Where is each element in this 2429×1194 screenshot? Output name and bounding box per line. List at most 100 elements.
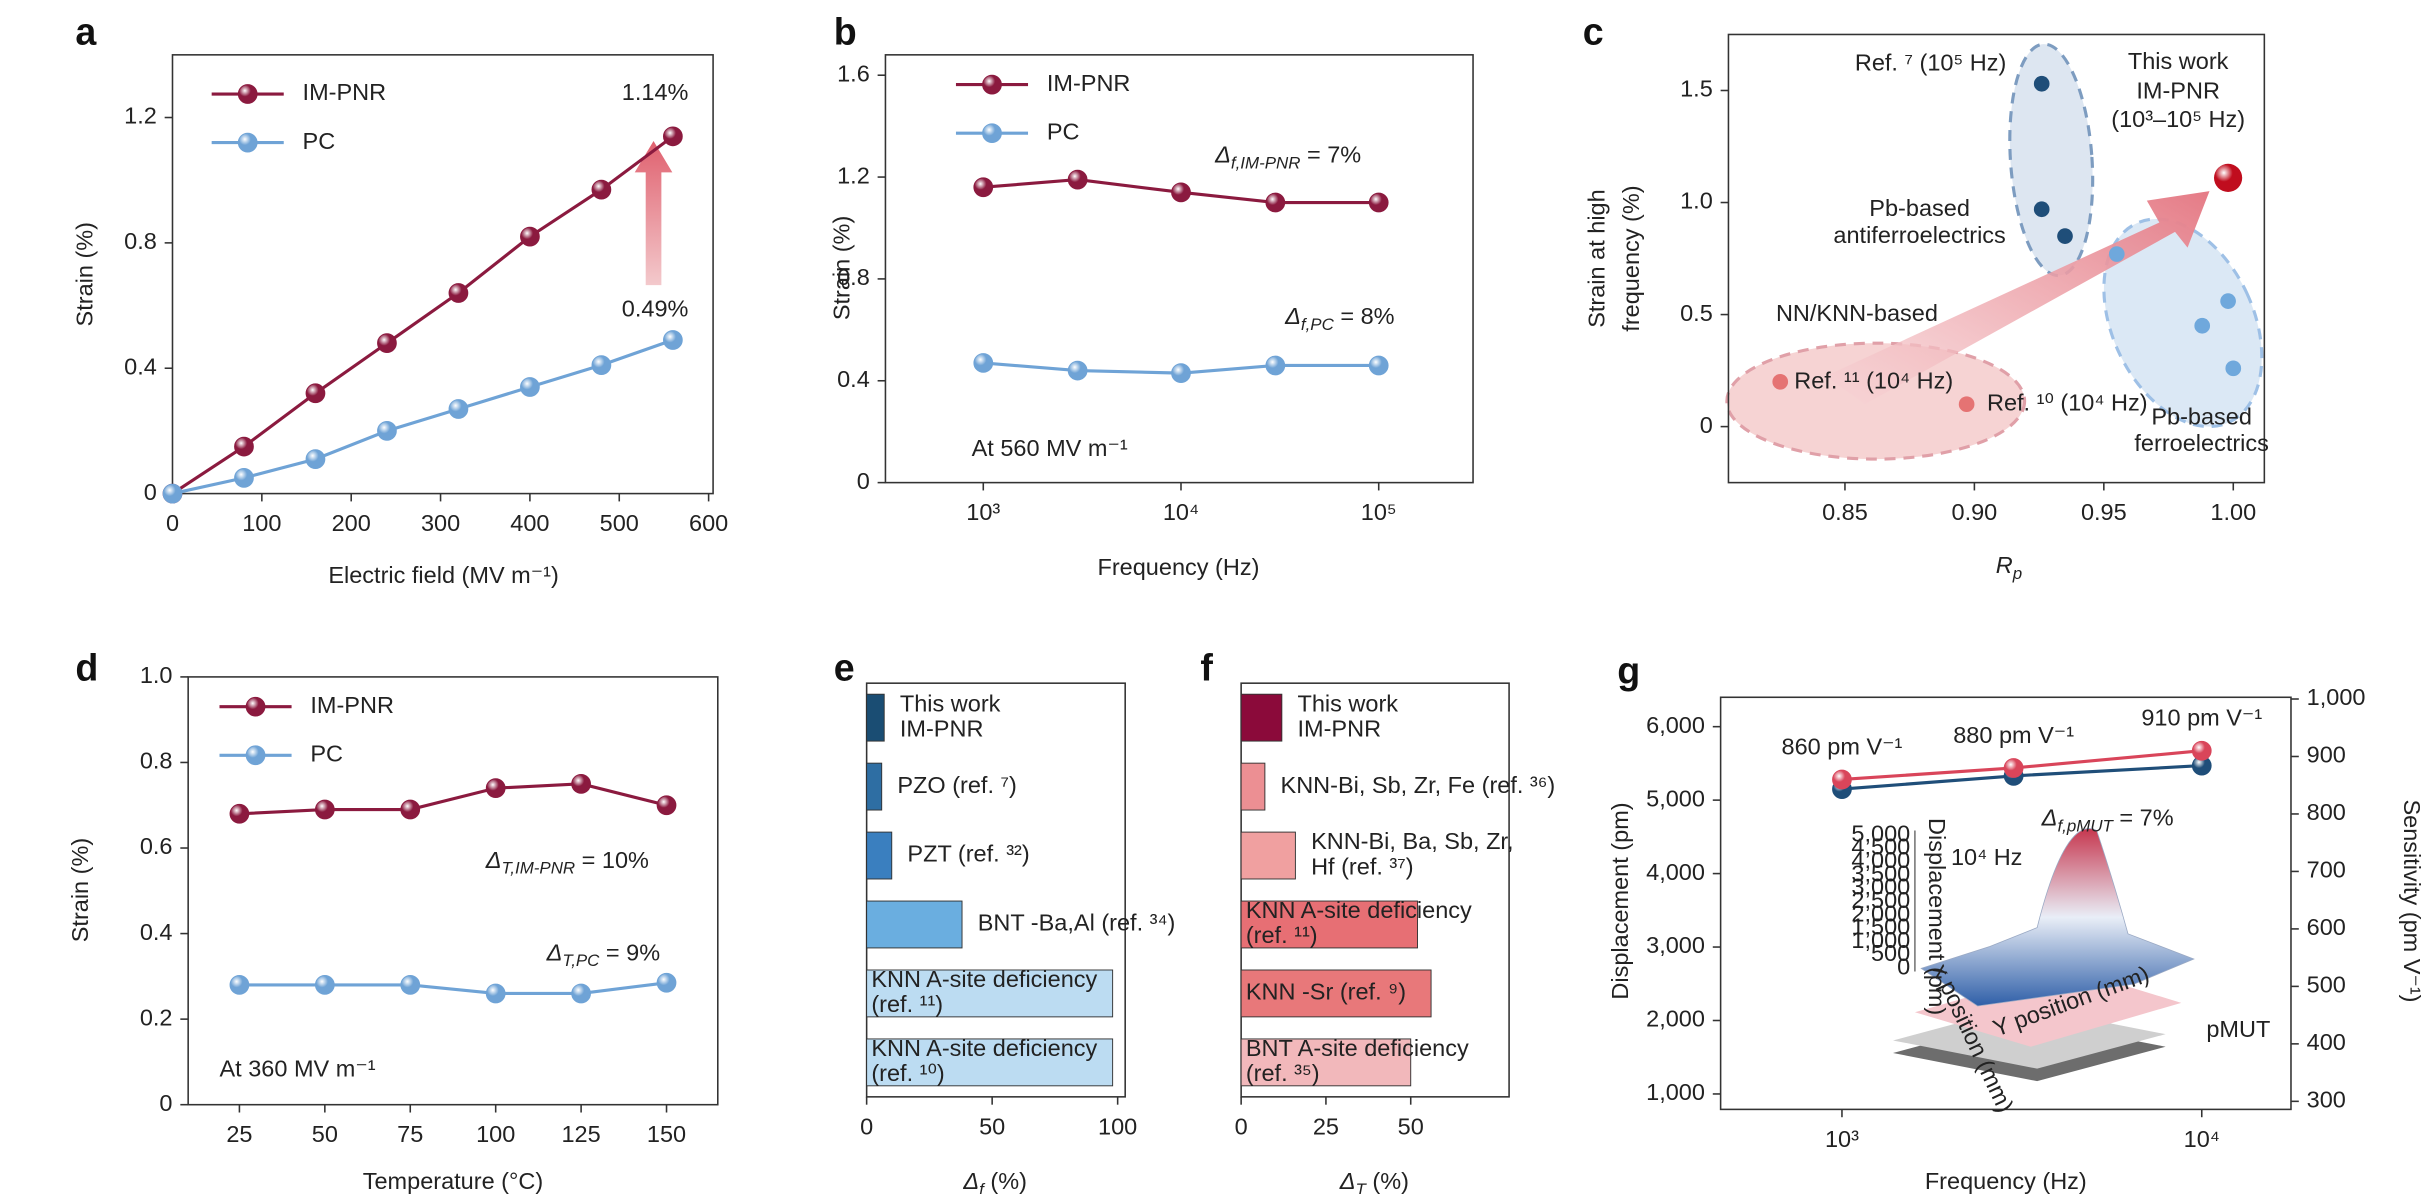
annotation-main: Δ [1284,303,1301,329]
bar [1240,969,1432,1018]
data-label: 880 pm V⁻¹ [1953,722,2074,748]
data-point [2003,758,2024,778]
inset-tick-label: 3,000 [1851,874,1910,900]
inset-tick-label: 4,000 [1851,847,1910,873]
y-tick-label: 0.6 [140,833,173,859]
x-tick-label: 400 [510,510,549,536]
x-tick-label: 50 [979,1113,1005,1139]
x-tick-label: 300 [421,510,460,536]
series-line [171,135,674,495]
data-label: 910 pm V⁻¹ [2141,705,2262,731]
data-point [485,983,506,1004]
inset-tick-label: 5,000 [1851,820,1910,846]
data-point [305,383,326,404]
x-tick-label: 25 [1313,1113,1339,1139]
bar [866,762,883,811]
x-tick-label: 100 [476,1121,515,1147]
x-axis-label-main: Δ [962,1168,979,1194]
panel: c 0.85 0.90 0.95 1.00 0 0.5 1.0 1.5 Rp Strain at h… [1583,10,2269,583]
x-tick-label: 0 [166,510,179,536]
category-label: KNN A-site deficiency [871,1035,1097,1061]
x-tick-label: 0.85 [1822,499,1868,525]
data-point [1067,360,1088,381]
y-tick-label: 1.2 [124,103,157,129]
category-label: PZT (ref. ³²) [907,841,1029,867]
data-point [229,803,250,824]
plot-frame [171,54,714,495]
category-label: (ref. ¹⁰) [871,1060,944,1086]
y-tick-label: 0.2 [140,1004,173,1030]
y-tick-label: 1.5 [1680,76,1713,102]
x-axis-label-rest: (%) [984,1168,1027,1194]
annotation: Ref. ¹¹ (10⁴ Hz) [1794,368,1953,394]
panel: b 10³ 10⁴ 10⁵ 0 0.4 0.8 1.2 1.6 Frequency (Hz) Str… [828,10,1474,580]
annotation: Δf,IM-PNR = 7% [1214,142,1361,173]
panel-letter: f [1200,647,1213,689]
legend-marker [237,132,258,153]
x-axis-label: Temperature (°C) [363,1168,543,1194]
inset-label: 10⁴ Hz [1951,844,2022,870]
inset-axis-label: Displacement (pm) [1924,818,1950,1015]
data-point [2220,293,2236,309]
series-line [239,782,667,816]
y-tick-label: 4,000 [1646,859,1705,885]
y2-tick-label: 700 [2307,857,2346,883]
category-label: (ref. ¹¹) [1246,922,1318,948]
category-label: (ref. ¹¹) [871,991,943,1017]
bar [866,900,963,949]
annotation: Ref. ¹⁰ (10⁴ Hz) [1987,389,2148,415]
inset-label: pMUT [2206,1016,2270,1042]
y-axis-label: Strain (%) [72,222,98,326]
annotation: 1.14% [622,79,689,105]
data-point [2213,163,2243,192]
annotation-rest: = 10% [575,847,649,873]
x-tick-label: 500 [600,510,639,536]
annotation: Δf,PC = 8% [1284,303,1395,334]
x-axis-label: Electric field (MV m⁻¹) [328,562,558,588]
data-point [234,468,254,488]
x-tick-label: 75 [397,1121,423,1147]
category-label: KNN-Bi, Sb, Zr, Fe (ref. ³⁶) [1281,772,1556,798]
bar [1240,1038,1412,1087]
inset-tick-label: 0 [1897,954,1910,980]
data-point [1171,182,1191,203]
legend-label: IM-PNR [303,79,387,105]
plot-frame [884,54,1474,484]
y2-tick-label: 600 [2307,914,2346,940]
legend-marker [982,74,1002,95]
series-line [172,338,674,496]
y-tick-label: 1.6 [837,60,870,86]
group-region [1725,341,2027,461]
y-tick-label: 0.8 [140,748,173,774]
data-point [2108,246,2125,262]
legend-label: PC [303,128,336,154]
annotation: This work [2128,48,2229,74]
y-tick-label: 5,000 [1646,785,1705,811]
y-axis-label: Displacement (pm) [1607,802,1633,999]
data-point [973,177,994,198]
data-point [2225,360,2242,377]
annotation: ΔT,PC = 9% [546,939,661,970]
category-label: (ref. ³⁵) [1246,1060,1320,1086]
x-tick-label: 25 [226,1121,252,1147]
bar [1240,831,1296,880]
panel-letter: d [75,647,98,689]
bar [866,693,885,742]
annotation: At 560 MV m⁻¹ [972,435,1128,461]
x-tick-label: 0.95 [2081,499,2127,525]
category-label: KNN-Bi, Ba, Sb, Zr, [1311,828,1513,854]
data-point [162,483,183,504]
inset-tick-label: 1,500 [1851,914,1910,940]
annotation: 0.49% [622,295,689,321]
y-tick-label: 0.8 [837,264,870,290]
group-label: Pb-based [1869,195,1970,221]
data-point [485,778,506,799]
category-label: KNN -Sr (ref. ⁹) [1246,979,1406,1005]
data-label: 860 pm V⁻¹ [1782,733,1903,759]
y-tick-label: 1,000 [1646,1079,1705,1105]
x-tick-label: 10⁵ [1361,499,1397,525]
y2-tick-label: 1,000 [2307,684,2366,710]
x-tick-label: 600 [689,510,728,536]
annotation-sub: f,PC [1301,315,1335,334]
